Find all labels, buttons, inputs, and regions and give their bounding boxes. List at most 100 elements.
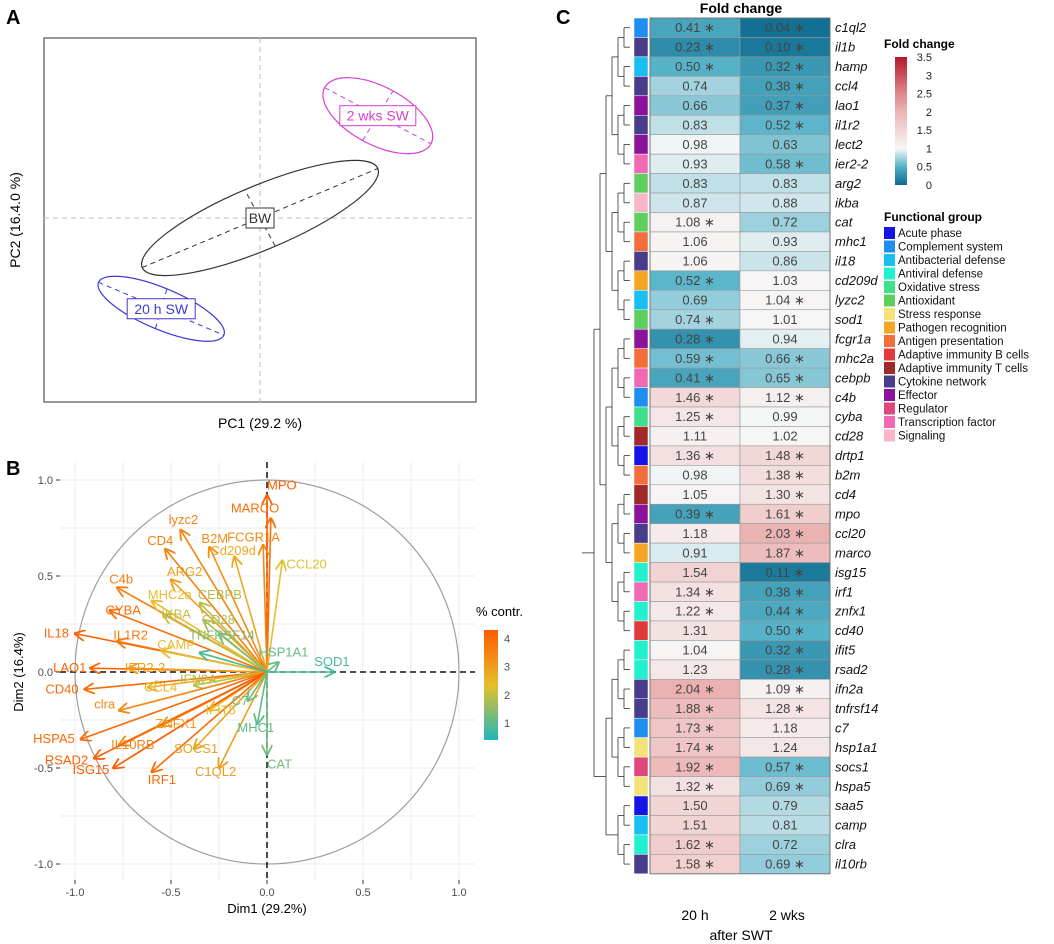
cell-value-hamp-2wks: 0.32 ∗ <box>765 59 805 74</box>
pca-panel: BW 2 wks SW 20 h SW PC1 (29.2 %) PC2 (16.4… <box>7 37 477 431</box>
variable-label-cebpb: CEBPB <box>198 587 242 602</box>
variable-label-arg2: ARG2 <box>167 564 202 579</box>
variable-label-il18: IL18 <box>44 626 69 641</box>
functional-group-swatch <box>884 389 895 401</box>
gene-label-hsp1a1: hsp1a1 <box>835 740 878 755</box>
cell-value-ikba-20h: 0.87 <box>682 195 707 210</box>
panel-label-b: B <box>6 458 20 480</box>
variable-label-hspa5: HSPA5 <box>33 731 75 746</box>
gene-label-b2m: b2m <box>835 468 860 483</box>
group-swatch-ccl4 <box>633 76 649 97</box>
cell-value-znfx1-2wks: 0.44 ∗ <box>765 604 805 619</box>
fold-legend-tick-label: 2 <box>926 107 932 119</box>
cell-value-ier2-2-20h: 0.93 <box>682 156 707 171</box>
group-swatch-c1ql2 <box>633 17 649 38</box>
group-swatch-cd209d <box>633 270 649 291</box>
cell-value-mhc1-2wks: 0.93 <box>772 234 797 249</box>
functional-group-label: Oxidative stress <box>898 282 980 294</box>
arrow-mhc1 <box>257 671 268 724</box>
cell-value-lect2-20h: 0.98 <box>682 137 707 152</box>
gene-label-cd209d: cd209d <box>835 273 878 288</box>
gene-label-hamp: hamp <box>835 59 868 74</box>
cell-value-hamp-20h: 0.50 ∗ <box>675 59 715 74</box>
label-bw: BW <box>249 210 272 226</box>
group-swatch-cd28 <box>633 426 649 447</box>
fold-change-colorbar <box>895 57 907 185</box>
fold-legend-tick-label: 2.5 <box>917 89 932 101</box>
gene-label-ikba: ikba <box>835 195 859 210</box>
group-swatch-cyba <box>633 406 649 427</box>
column-label-20h: 20 h <box>681 907 708 923</box>
group-swatch-il10rb <box>633 854 649 875</box>
contribution-legend-title: % contr. <box>476 604 523 619</box>
variable-label-b2m: B2M <box>201 531 228 546</box>
arrow-ccl4 <box>148 671 268 687</box>
gene-label-c4b: c4b <box>835 390 856 405</box>
arrow-fcgr1a <box>263 545 267 673</box>
x-tick-label: 0.5 <box>355 887 370 899</box>
variable-label-znfx1: ZNFX1 <box>155 716 196 731</box>
gene-label-rsad2: rsad2 <box>835 662 868 677</box>
cell-value-camp-2wks: 0.81 <box>772 818 797 833</box>
gene-label-irf1: irf1 <box>835 584 853 599</box>
variable-label-lyzc2: lyzc2 <box>169 512 199 527</box>
cell-value-lao1-2wks: 0.37 ∗ <box>765 98 805 113</box>
cell-value-cat-20h: 1.08 ∗ <box>675 215 715 230</box>
cell-value-hsp1a1-20h: 1.74 ∗ <box>675 740 715 755</box>
fold-legend-tick-label: 0 <box>926 180 932 192</box>
cell-value-sod1-2wks: 1.01 <box>772 312 797 327</box>
cell-value-ikba-2wks: 0.88 <box>772 195 797 210</box>
arrow-hsp1a1 <box>266 662 279 672</box>
group-swatch-ikba <box>633 192 649 213</box>
arrow-b2m <box>209 547 268 673</box>
cell-value-ifit5-20h: 1.04 <box>682 643 707 658</box>
functional-group-swatch <box>884 308 895 320</box>
group-swatch-socs1 <box>633 756 649 777</box>
cell-value-tnfrsf14-2wks: 1.28 ∗ <box>765 701 805 716</box>
variable-label-ifit5: IFIT5 <box>205 702 235 717</box>
variable-label-ier2-2: IER2-2 <box>125 660 165 675</box>
group-swatch-cd4 <box>633 484 649 505</box>
group-swatch-cd40 <box>633 620 649 641</box>
cell-value-ifn2a-20h: 2.04 ∗ <box>675 682 715 697</box>
variable-label-sod1: SOD1 <box>314 654 349 669</box>
cell-value-saa5-2wks: 0.79 <box>772 798 797 813</box>
functional-group-swatch <box>884 281 895 293</box>
label-20-h-sw: 20 h SW <box>134 301 188 317</box>
cell-value-mhc1-20h: 1.06 <box>682 234 707 249</box>
variable-label-marco: MARCO <box>231 500 279 515</box>
variable-label-irf1: IRF1 <box>148 772 176 787</box>
fold-legend-tick-label: 1.5 <box>917 125 932 137</box>
dendrogram <box>582 27 630 865</box>
cell-value-rsad2-2wks: 0.28 ∗ <box>765 662 805 677</box>
cell-value-lyzc2-2wks: 1.04 ∗ <box>765 293 805 308</box>
variable-label-hsp1a1: HSP1A1 <box>259 644 309 659</box>
cell-value-ifn2a-2wks: 1.09 ∗ <box>765 682 805 697</box>
variable-label-c7: C7 <box>232 693 249 708</box>
gene-label-mhc1: mhc1 <box>835 234 867 249</box>
major-axis-20-h-sw <box>98 281 225 336</box>
functional-group-legend-title: Functional group <box>884 210 982 224</box>
group-swatch-hsp1a1 <box>633 737 649 758</box>
cell-value-il18-20h: 1.06 <box>682 254 707 269</box>
cell-value-hspa5-2wks: 0.69 ∗ <box>765 779 805 794</box>
variable-label-cd40: CD40 <box>45 681 78 696</box>
gene-label-socs1: socs1 <box>835 759 869 774</box>
variable-label-cat: CAT <box>267 757 292 772</box>
functional-group-label: Cytokine network <box>898 377 986 389</box>
fold-change-legend: Fold change 0 0.5 1 1.5 2 2.5 3 3.5 <box>884 37 955 192</box>
group-swatch-il1b <box>633 37 649 58</box>
cell-value-fcgr1a-2wks: 0.94 <box>772 331 797 346</box>
cell-value-rsad2-20h: 1.23 <box>682 662 707 677</box>
legend-tick-label: 1 <box>504 718 510 730</box>
functional-group-label: Effector <box>898 390 938 402</box>
biplot-arrows <box>75 495 334 771</box>
gene-label-saa5: saa5 <box>835 798 864 813</box>
group-swatch-lyzc2 <box>633 290 649 310</box>
cell-value-b2m-2wks: 1.38 ∗ <box>765 468 805 483</box>
arrow-sp1a1 <box>200 653 268 673</box>
functional-group-swatch <box>884 335 895 347</box>
cell-value-saa5-20h: 1.50 <box>682 798 707 813</box>
arrow-cd209d <box>234 557 268 673</box>
functional-group-label: Transcription factor <box>898 417 996 429</box>
